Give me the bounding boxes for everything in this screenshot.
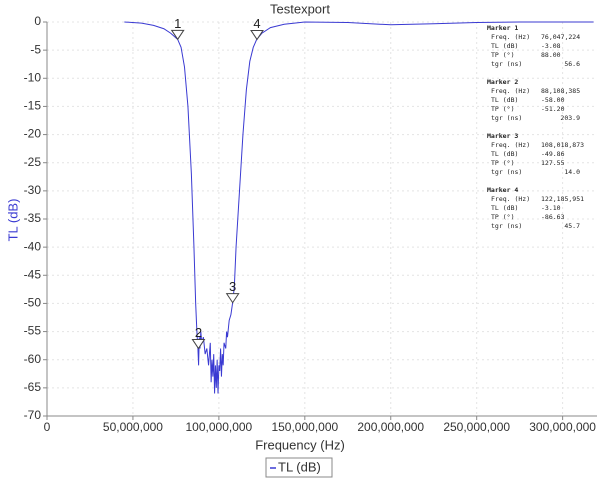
y-tick-label: -30 [24,183,42,197]
marker-row-name: tgr (ns) [491,222,522,230]
y-tick-label: -35 [24,211,42,225]
marker-row-name: TP (°) [491,51,514,59]
marker-row-value: -3.10 [541,204,561,212]
marker-row-value: 45.7 [564,222,580,230]
marker-row-name: tgr (ns) [491,114,522,122]
marker-panel-title: Marker 2 [487,78,518,86]
marker-label: 1 [174,16,181,31]
marker-row-name: tgr (ns) [491,60,522,68]
y-tick-label: -50 [24,296,42,310]
marker-row-name: TL (dB) [491,96,518,104]
marker-row-value: 56.6 [564,60,580,68]
legend-label: TL (dB) [278,459,321,474]
marker-label: 4 [253,16,260,31]
y-tick-label: 0 [34,14,41,28]
marker-label: 2 [195,325,202,340]
marker-row-value: 14.0 [564,168,580,176]
marker-row-name: TP (°) [491,213,514,221]
marker-triangle [225,293,240,304]
y-tick-label: -55 [24,324,42,338]
marker-row-value: 76,047,224 [541,33,580,41]
marker-panel-title: Marker 4 [487,186,518,194]
y-tick-label: -15 [24,99,42,113]
marker-row-value: 122,185,951 [541,195,584,203]
x-tick-label: 150,000,000 [271,420,338,434]
marker-row-value: 108,018,873 [541,141,584,149]
marker-row-value: -49.86 [541,150,565,158]
y-tick-label: -60 [24,352,42,366]
marker-row-name: TL (dB) [491,204,518,212]
y-tick-label: -65 [24,380,42,394]
x-tick-label: 50,000,000 [103,420,163,434]
marker-row-name: Freq. (Hz) [491,87,530,95]
y-tick-label: -40 [24,239,42,253]
chart-title: Testexport [270,1,330,16]
marker-triangle [170,29,185,41]
marker-row-value: 127.55 [541,159,565,167]
marker-panel-title: Marker 3 [487,132,518,140]
marker-row-name: TP (°) [491,159,514,167]
marker-row-name: TP (°) [491,105,514,113]
y-tick-label: -5 [30,42,41,56]
marker-row-value: -58.00 [541,96,565,104]
marker-row-value: 88.00 [541,51,561,59]
marker-panel-title: Marker 1 [487,24,518,32]
x-tick-label: 300,000,000 [529,420,596,434]
x-tick-label: 0 [44,420,51,434]
x-tick-label: 200,000,000 [357,420,424,434]
y-tick-label: -45 [24,267,42,281]
marker-row-name: Freq. (Hz) [491,141,530,149]
marker-row-name: Freq. (Hz) [491,195,530,203]
x-axis-label: Frequency (Hz) [255,437,345,452]
x-tick-label: 250,000,000 [443,420,510,434]
y-tick-label: -20 [24,127,42,141]
y-axis-label: TL (dB) [5,199,20,242]
marker-row-name: tgr (ns) [491,168,522,176]
marker-triangle [250,29,264,41]
legend-box [265,457,333,478]
marker-row-value: 203.9 [560,114,580,122]
marker-row-name: TL (dB) [491,42,518,50]
marker-triangle [191,338,206,350]
y-tick-label: -70 [24,408,42,422]
marker-row-value: -51.20 [541,105,565,113]
y-tick-label: -10 [24,70,42,84]
marker-row-name: TL (dB) [491,150,518,158]
x-tick-label: 100,000,000 [186,420,253,434]
y-tick-label: -25 [24,155,42,169]
marker-row-value: -86.63 [541,213,565,221]
marker-row-value: -3.08 [541,42,561,50]
marker-label: 3 [229,279,236,294]
marker-row-name: Freq. (Hz) [491,33,530,41]
marker-row-value: 88,108,385 [541,87,580,95]
